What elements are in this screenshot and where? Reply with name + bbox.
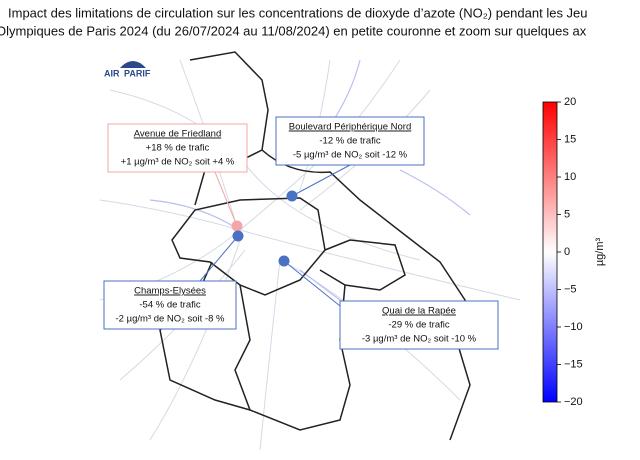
annotation-line: +18 % de trafic [146, 143, 210, 154]
colorbar-tick-label: 20 [564, 96, 576, 108]
colorbar-ticks: −20 −15 −10 −5 0 5 10 15 20 [557, 96, 583, 408]
annotation-line: -2 µg/m³ de NO₂ soit -8 % [116, 314, 225, 325]
colorbar-tick-label: 5 [564, 208, 570, 220]
leader-line [199, 235, 239, 282]
logo-text: AIR [104, 68, 120, 78]
annotation-line: +1 µg/m³ de NO₂ soit +4 % [121, 157, 235, 168]
point [232, 230, 244, 242]
annotation-box [339, 300, 499, 350]
colorbar-tick-label: −20 [564, 396, 583, 408]
logo: AIR PARIF [104, 61, 151, 78]
annotation-title: Quai de la Rapée [382, 306, 456, 317]
colorbar-tick-label: −5 [564, 283, 577, 295]
colorbar [542, 101, 558, 403]
annotation-box [103, 280, 237, 330]
title-line: Olympiques de Paris 2024 (du 26/07/2024 … [0, 23, 587, 38]
annotation-line: -5 µg/m³ de NO₂ soit -12 % [293, 150, 408, 161]
annotation-title: Champs-Elysées [134, 286, 206, 297]
colorbar-tick-label: 0 [564, 246, 570, 258]
annotation-box [107, 123, 248, 173]
logo-icon [120, 61, 146, 68]
annotation-title: Avenue de Friedland [134, 129, 222, 140]
colorbar-tick-label: −15 [564, 358, 583, 370]
annotation-line: -54 % de trafic [139, 300, 200, 311]
colorbar-tick-label: 10 [564, 171, 576, 183]
annotation-line: -3 µg/m³ de NO₂ soit -10 % [362, 334, 477, 345]
point [231, 220, 243, 232]
map [99, 51, 521, 451]
colorbar-tick-label: −10 [564, 321, 583, 333]
annotation-box [275, 116, 425, 166]
annotation-title: Boulevard Périphérique Nord [289, 122, 412, 133]
point [278, 255, 290, 267]
leader-line [291, 164, 351, 197]
logo-text: PARIF [124, 68, 151, 78]
title-line: Impact des limitations de circulation su… [8, 5, 588, 20]
annotations: Avenue de Friedland +18 % de trafic +1 µg/… [103, 116, 499, 350]
annotation-line: -12 % de trafic [319, 136, 380, 147]
point [286, 190, 298, 202]
colorbar-label: µg/m³ [594, 237, 606, 266]
annotation-line: -29 % de trafic [388, 320, 449, 331]
colorbar-tick-label: 15 [564, 133, 576, 145]
leader-line [214, 171, 238, 227]
